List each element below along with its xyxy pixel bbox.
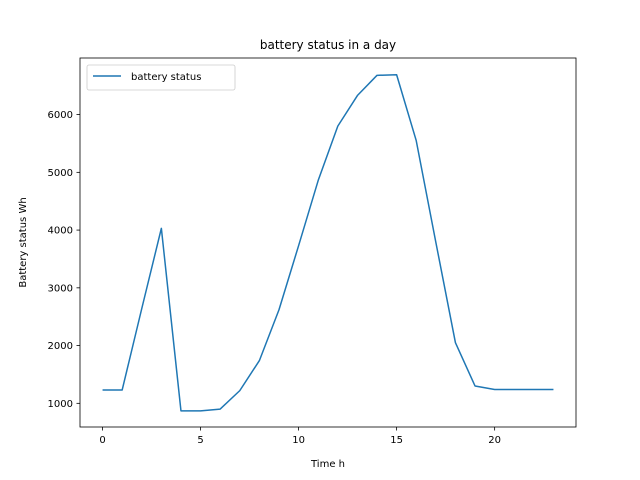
series-line-battery-status xyxy=(102,74,554,412)
y-tick-label: 5000 xyxy=(48,168,73,179)
y-axis-label: Battery status Wh xyxy=(18,197,29,287)
x-tick-label: 20 xyxy=(488,435,501,446)
series-layer xyxy=(102,74,554,412)
legend-entry-battery-status: battery status xyxy=(131,72,201,83)
y-tick-label: 3000 xyxy=(48,283,73,294)
plot-frame xyxy=(79,57,577,428)
y-tick-label: 2000 xyxy=(48,341,73,352)
y-tick-label: 1000 xyxy=(48,399,73,410)
legend: battery status xyxy=(86,64,236,91)
x-axis-label: Time h xyxy=(310,459,345,470)
x-tick-label: 0 xyxy=(99,435,105,446)
chart-title: battery status in a day xyxy=(260,38,396,52)
y-axis-ticks: 1000 2000 3000 4000 5000 6000 xyxy=(48,110,80,410)
x-tick-label: 5 xyxy=(197,435,203,446)
legend-box xyxy=(86,64,236,91)
y-tick-label: 4000 xyxy=(48,226,73,237)
x-tick-label: 15 xyxy=(390,435,403,446)
x-axis-ticks: 0 5 10 15 20 xyxy=(99,427,501,446)
plot-area xyxy=(80,58,576,427)
x-tick-label: 10 xyxy=(292,435,305,446)
y-tick-label: 6000 xyxy=(48,110,73,121)
